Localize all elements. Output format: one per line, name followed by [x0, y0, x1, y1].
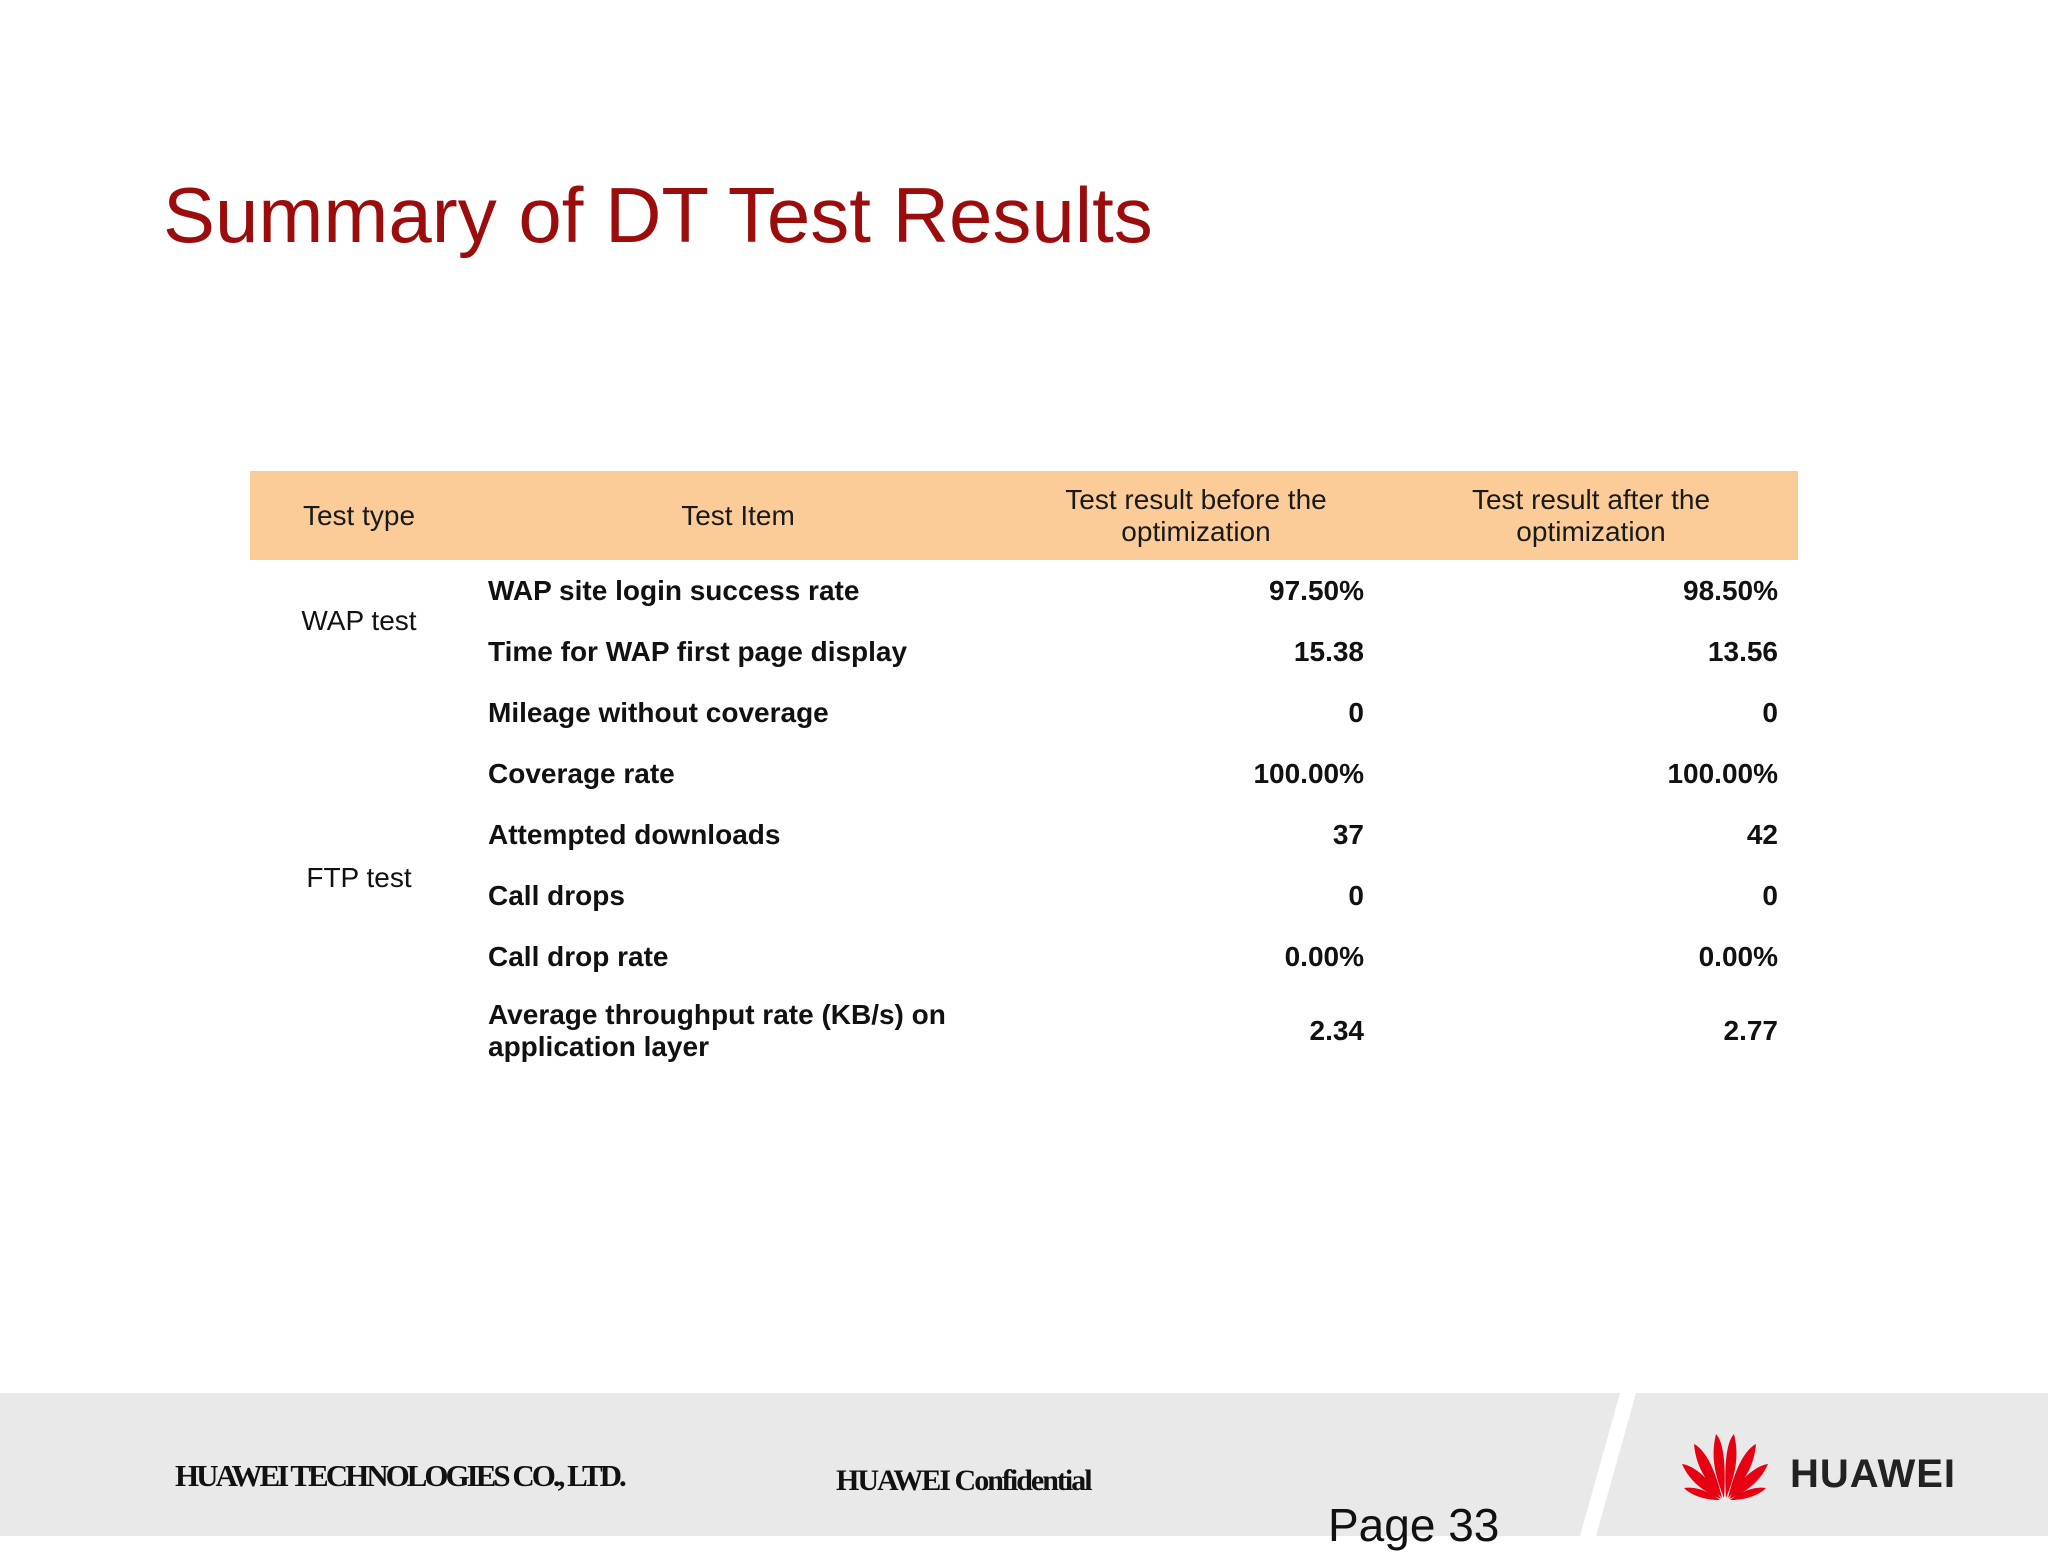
group-wap-test: WAP test — [301, 605, 417, 636]
footer-confidential: HUAWEI Confidential — [836, 1464, 1093, 1497]
row-before: 15.38 — [1293, 635, 1364, 667]
row-item: Average throughput rate (KB/s) on applic… — [488, 998, 946, 1062]
row-after: 0 — [1762, 696, 1778, 728]
row-item: Time for WAP first page display — [488, 635, 908, 667]
table-row: Call drops 0 0 — [250, 865, 1798, 926]
row-after: 98.50% — [1683, 574, 1778, 606]
row-after: 42 — [1746, 818, 1778, 850]
row-before: 0 — [1348, 879, 1364, 911]
row-before: 37 — [1332, 818, 1364, 850]
header-test-item: Test Item — [681, 499, 795, 531]
table-row: Average throughput rate (KB/s) on applic… — [250, 987, 1798, 1074]
header-test-type: Test type — [302, 499, 416, 531]
group-ftp-test: FTP test — [306, 862, 412, 893]
table-row: Coverage rate 100.00% 100.00% — [250, 743, 1798, 804]
slide-title: Summary of DT Test Results — [163, 171, 1153, 259]
row-item: Call drops — [488, 879, 625, 911]
table-row: WAP test WAP site login success rate 97.… — [250, 560, 1798, 637]
row-item: Call drop rate — [488, 940, 669, 972]
results-table: Test type Test Item Test result before t… — [250, 471, 1798, 1074]
table-header-row: Test type Test Item Test result before t… — [250, 471, 1798, 560]
header-after: Test result after the optimization — [1471, 483, 1711, 547]
row-before: 97.50% — [1269, 574, 1364, 606]
table-row: Call drop rate 0.00% 0.00% — [250, 926, 1798, 987]
row-after: 0.00% — [1698, 940, 1778, 972]
footer-company: HUAWEI TECHNOLOGIES CO., LTD. — [175, 1458, 627, 1493]
row-after: 0 — [1762, 879, 1778, 911]
row-after: 13.56 — [1707, 635, 1778, 667]
row-before: 2.34 — [1309, 1014, 1365, 1046]
row-before: 100.00% — [1253, 757, 1364, 789]
table-row: Time for WAP first page display 15.38 13… — [250, 621, 1798, 682]
header-before: Test result before the optimization — [1065, 483, 1327, 547]
row-item: Mileage without coverage — [488, 696, 829, 728]
row-after: 2.77 — [1723, 1014, 1779, 1046]
footer-logo-panel — [1596, 1393, 2048, 1536]
row-before: 0 — [1348, 696, 1364, 728]
table-row: FTP test Mileage without coverage 0 0 — [250, 682, 1798, 894]
table-row: Attempted downloads 37 42 — [250, 804, 1798, 865]
row-before: 0.00% — [1284, 940, 1364, 972]
row-item: Coverage rate — [488, 757, 675, 789]
footer-brand: HUAWEI — [1790, 1452, 1956, 1496]
huawei-flower-logo-icon — [1682, 1434, 1768, 1500]
row-item: Attempted downloads — [488, 818, 781, 850]
page-number: Page 33 — [1328, 1499, 1500, 1551]
row-after: 100.00% — [1667, 757, 1778, 789]
row-item: WAP site login success rate — [488, 574, 860, 606]
